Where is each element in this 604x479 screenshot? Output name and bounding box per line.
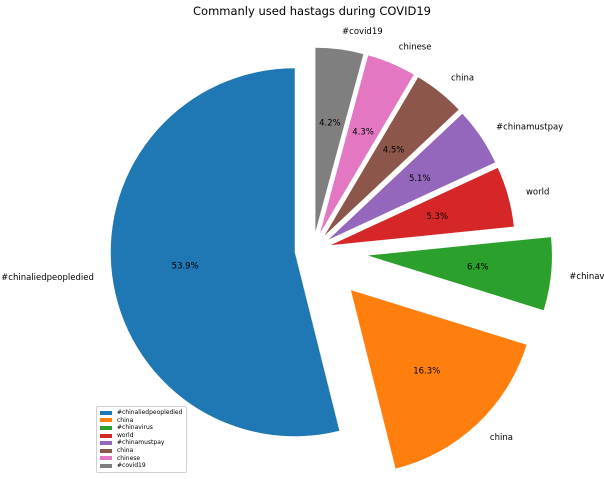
slice-category-label: #chinaliedpeopledied bbox=[1, 273, 94, 283]
legend-item: world bbox=[100, 432, 182, 440]
legend-swatch bbox=[100, 418, 112, 423]
legend-item: #chinamustpay bbox=[100, 439, 182, 447]
legend-swatch bbox=[100, 441, 112, 446]
pie-slice bbox=[315, 47, 364, 232]
legend-label: world bbox=[117, 431, 134, 439]
legend-label: #chinaliedpeopledied bbox=[117, 409, 183, 416]
pie-slice bbox=[328, 113, 496, 240]
legend-swatch bbox=[100, 456, 112, 461]
legend-swatch bbox=[100, 463, 112, 468]
slice-percent-label: 5.1% bbox=[409, 174, 431, 184]
pie-slice bbox=[324, 77, 459, 236]
slice-percent-label: 4.3% bbox=[352, 127, 374, 137]
legend-item: chinese bbox=[100, 455, 182, 463]
legend-swatch bbox=[100, 433, 112, 438]
legend-item: #chinavirus bbox=[100, 424, 182, 432]
legend-label: #covid19 bbox=[117, 462, 146, 470]
slice-percent-label: 16.3% bbox=[413, 366, 440, 376]
slice-category-label: china bbox=[490, 433, 513, 443]
legend-item: #chinaliedpeopledied bbox=[100, 409, 182, 417]
slice-category-label: world bbox=[526, 188, 549, 198]
slice-category-label: chinese bbox=[399, 43, 432, 53]
slice-percent-label: 6.4% bbox=[467, 263, 489, 273]
slice-category-label: china bbox=[451, 74, 474, 84]
pie-slice bbox=[330, 167, 514, 246]
legend-label: china bbox=[117, 446, 134, 454]
slice-percent-label: 4.5% bbox=[383, 145, 405, 155]
legend-swatch bbox=[100, 425, 112, 430]
slice-category-label: #chinavirus bbox=[569, 272, 604, 282]
legend-label: #chinamustpay bbox=[117, 439, 165, 447]
legend-swatch bbox=[100, 448, 112, 453]
slice-category-label: #chinamustpay bbox=[496, 122, 563, 132]
chart-title: Commanly used hastags during COVID19 bbox=[193, 4, 431, 18]
pie-slice bbox=[350, 290, 527, 469]
legend-label: china bbox=[117, 416, 134, 424]
legend-label: chinese bbox=[117, 454, 141, 462]
pie-slice bbox=[367, 237, 552, 311]
slice-category-label: #covid19 bbox=[342, 27, 383, 37]
slice-percent-label: 4.2% bbox=[319, 118, 341, 128]
pie-slice bbox=[320, 55, 414, 234]
legend-item: china bbox=[100, 447, 182, 455]
chart-legend: #chinaliedpeopledied china #chinavirus worl… bbox=[96, 406, 188, 473]
pie-slice bbox=[110, 68, 340, 437]
slice-percent-label: 53.9% bbox=[172, 262, 199, 272]
legend-swatch bbox=[100, 410, 112, 415]
slice-percent-label: 5.3% bbox=[426, 212, 448, 222]
legend-label: #chinavirus bbox=[117, 424, 153, 432]
legend-item: #covid19 bbox=[100, 462, 182, 470]
legend-item: china bbox=[100, 417, 182, 425]
